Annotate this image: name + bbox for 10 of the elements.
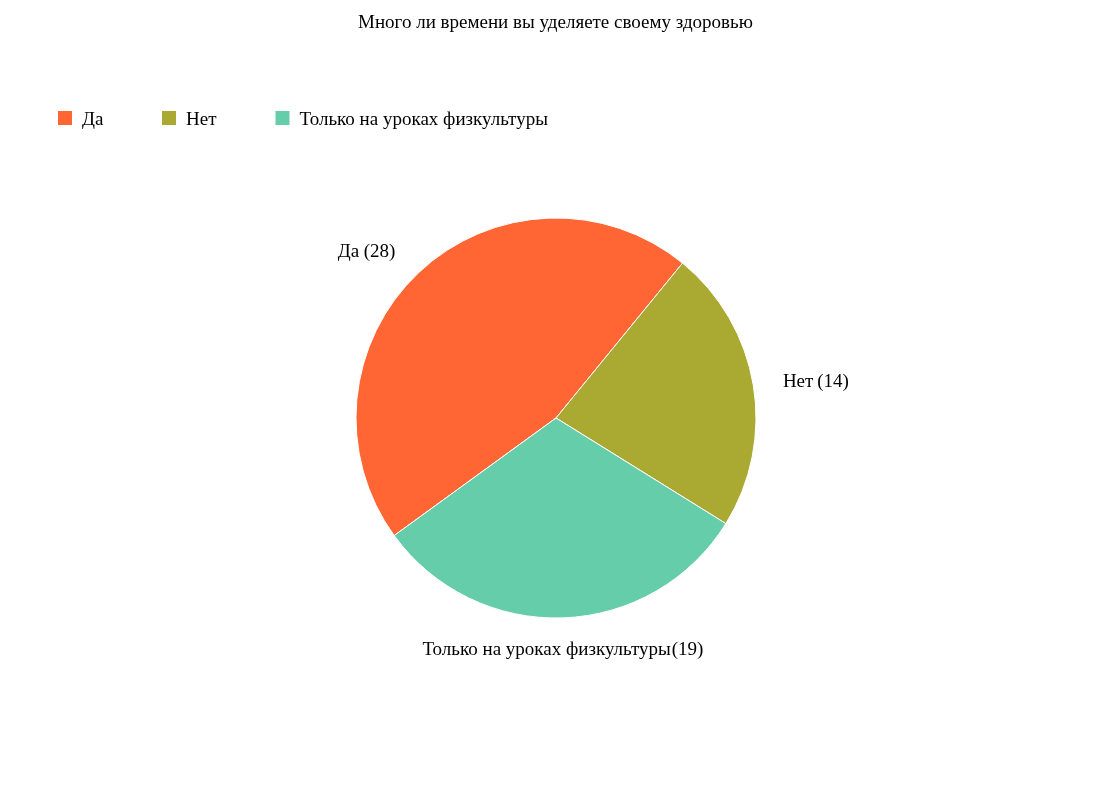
legend-label: Да: [82, 107, 104, 129]
legend-label: Нет: [186, 107, 218, 129]
data-label: (19): [671, 637, 704, 660]
slice-label: Нет: [782, 369, 815, 391]
chart-title: Много ли времени вы уделяете своему здоровью: [358, 11, 753, 32]
slice-label: Только на уроках физкультуры: [422, 637, 672, 659]
slice-label: Да: [337, 240, 360, 262]
legend-label: Только на уроках физкультуры: [299, 107, 549, 129]
data-label: (14): [817, 369, 849, 392]
data-label: (28): [363, 240, 396, 263]
